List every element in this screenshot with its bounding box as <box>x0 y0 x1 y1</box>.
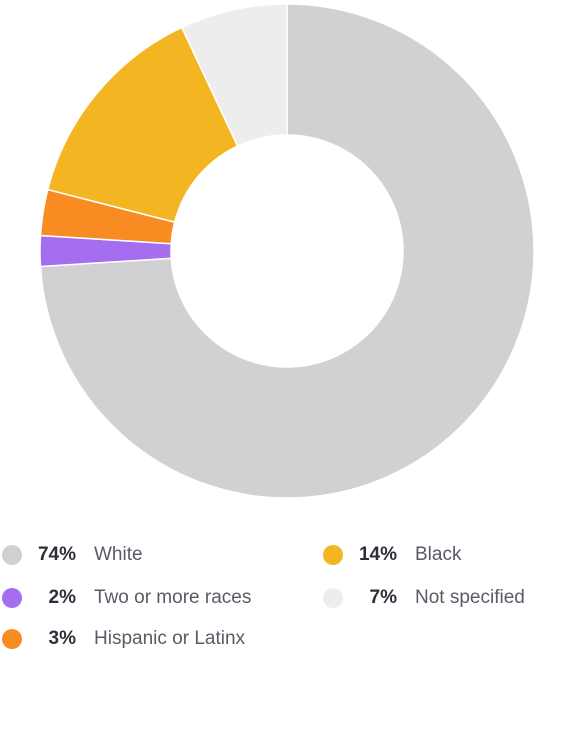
donut-chart <box>39 3 535 499</box>
legend-swatch-not-specified <box>323 588 343 608</box>
slice-not-specified <box>180 3 288 148</box>
slice-white <box>39 3 535 499</box>
legend-label-white: White <box>94 544 143 565</box>
legend-percent-white: 74% <box>37 544 76 565</box>
slice-black <box>46 26 239 224</box>
legend-swatch-white <box>2 545 22 565</box>
legend-item-not-specified: 7% Not specified <box>323 586 525 610</box>
legend-swatch-black <box>323 545 343 565</box>
legend-label-hispanic-or-latinx: Hispanic or Latinx <box>94 628 246 649</box>
legend-swatch-hispanic-or-latinx <box>2 629 22 649</box>
legend-item-black: 14% Black <box>323 543 461 567</box>
legend-label-two-or-more-races: Two or more races <box>94 587 252 608</box>
legend-percent-hispanic-or-latinx: 3% <box>48 628 76 649</box>
legend-item-white: 74% White <box>2 543 143 567</box>
legend-label-black: Black <box>415 544 462 565</box>
legend-item-hispanic-or-latinx: 3% Hispanic or Latinx <box>2 627 245 651</box>
legend-percent-two-or-more-races: 2% <box>48 587 76 608</box>
legend-percent-not-specified: 7% <box>369 587 397 608</box>
legend-label-not-specified: Not specified <box>415 587 525 608</box>
legend-item-two-or-more-races: 2% Two or more races <box>2 586 251 610</box>
legend-swatch-two-or-more-races <box>2 588 22 608</box>
chart-legend: 74% White 2% Two or more races 3% Hispan… <box>0 535 569 665</box>
legend-percent-black: 14% <box>358 544 397 565</box>
